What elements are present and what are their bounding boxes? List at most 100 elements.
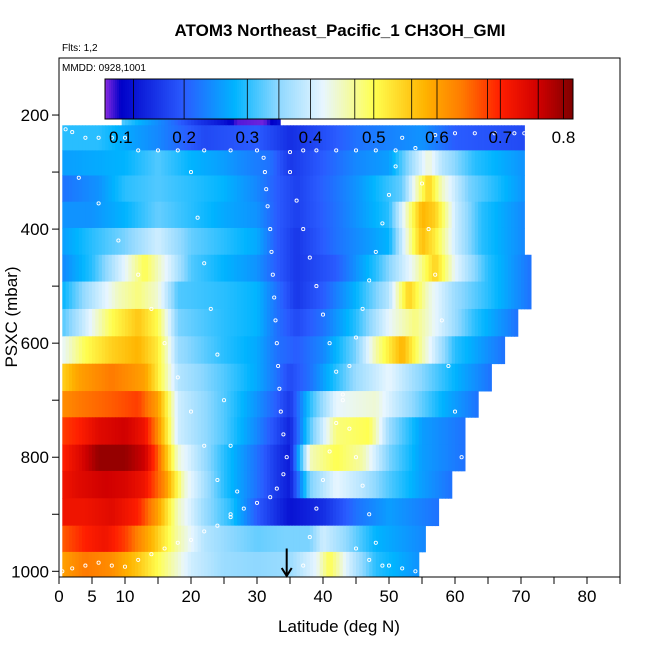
heatmap-cell	[62, 201, 67, 229]
heatmap-cell	[382, 470, 387, 499]
heatmap-cell	[349, 391, 354, 418]
heatmap-cell	[461, 336, 466, 365]
track-point	[122, 135, 128, 140]
heatmap-cell	[62, 125, 67, 151]
heatmap-cell	[237, 525, 242, 553]
colorbar-strip	[339, 79, 342, 119]
heatmap-cell	[332, 125, 337, 151]
heatmap-cell	[233, 308, 238, 337]
heatmap-cell	[306, 227, 311, 256]
heatmap-cell	[501, 227, 506, 256]
track-point	[386, 563, 392, 568]
heatmap-cell	[497, 175, 502, 203]
track-point	[314, 284, 319, 289]
heatmap-cell	[233, 551, 238, 577]
colorbar-strip	[321, 79, 324, 119]
heatmap-cell	[474, 201, 479, 229]
heatmap-cell	[382, 551, 387, 577]
heatmap-cell	[85, 150, 90, 176]
heatmap-cell	[349, 125, 354, 151]
colorbar-strip	[459, 79, 462, 119]
heatmap-cell	[445, 201, 449, 229]
heatmap-cell	[448, 470, 453, 499]
colorbar-strip	[517, 79, 520, 119]
heatmap-cell	[125, 150, 129, 176]
colorbar-strip	[525, 79, 528, 119]
heatmap-cell	[220, 525, 225, 553]
heatmap-cell	[237, 281, 242, 310]
heatmap-cell	[438, 363, 443, 392]
track-point	[314, 506, 319, 511]
heatmap-cell	[214, 417, 218, 446]
colorbar-strip	[567, 79, 570, 119]
track-point	[393, 164, 398, 169]
heatmap-cell	[204, 444, 209, 472]
heatmap-cell	[88, 336, 93, 365]
heatmap-cell	[270, 125, 275, 151]
heatmap-cell	[501, 175, 506, 203]
heatmap-cell	[257, 498, 261, 527]
heatmap-cell	[326, 336, 331, 365]
heatmap-cell	[111, 227, 116, 256]
heatmap-cell	[290, 336, 294, 365]
heatmap-cell	[227, 444, 232, 472]
heatmap-cell	[408, 254, 413, 282]
heatmap-cell	[293, 201, 298, 229]
heatmap-cell	[68, 444, 73, 472]
heatmap-cell	[210, 227, 215, 256]
heatmap-cell	[194, 201, 199, 229]
heatmap-cell	[108, 254, 113, 282]
heatmap-cell	[270, 227, 275, 256]
heatmap-cell	[461, 227, 466, 256]
heatmap-cell	[511, 125, 515, 151]
track-point	[340, 392, 345, 397]
heatmap-cell	[458, 363, 463, 392]
heatmap-cell	[415, 417, 420, 446]
heatmap-cell	[253, 498, 258, 527]
heatmap-cell	[148, 498, 152, 527]
heatmap-cell	[200, 308, 205, 337]
heatmap-cell	[82, 175, 86, 203]
colorbar-strip	[247, 79, 250, 119]
heatmap-cell	[154, 498, 159, 527]
heatmap-cell	[233, 281, 238, 310]
heatmap-cell	[392, 201, 397, 229]
heatmap-cell	[115, 336, 119, 365]
heatmap-cell	[194, 175, 199, 203]
track-point	[109, 563, 114, 568]
track-point	[347, 363, 352, 369]
heatmap-cell	[131, 417, 136, 446]
heatmap-cell	[95, 201, 100, 229]
heatmap-cell	[214, 150, 218, 176]
track-point	[307, 255, 312, 260]
heatmap-cell	[517, 281, 522, 310]
heatmap-cell	[134, 417, 139, 446]
track-point	[472, 131, 477, 136]
heatmap-cell	[217, 444, 222, 472]
heatmap-cell	[174, 525, 179, 553]
heatmap-cell	[428, 391, 433, 418]
heatmap-cell	[184, 470, 189, 499]
heatmap-cell	[491, 336, 496, 365]
heatmap-cell	[253, 470, 258, 499]
heatmap-cell	[514, 125, 519, 151]
heatmap-cell	[402, 201, 407, 229]
heatmap-cell	[392, 498, 397, 527]
pressure-band	[62, 227, 525, 256]
heatmap-cell	[448, 227, 453, 256]
heatmap-cell	[356, 363, 360, 392]
colorbar-strip	[477, 79, 480, 119]
heatmap-cell	[332, 150, 337, 176]
heatmap-cell	[326, 227, 331, 256]
heatmap-cell	[422, 391, 426, 418]
heatmap-cell	[174, 470, 179, 499]
heatmap-cell	[276, 444, 281, 472]
heatmap-cell	[204, 498, 209, 527]
heatmap-cell	[191, 363, 195, 392]
heatmap-cell	[118, 444, 123, 472]
heatmap-cell	[151, 336, 156, 365]
heatmap-cell	[82, 391, 86, 418]
heatmap-cell	[405, 363, 410, 392]
heatmap-cell	[448, 336, 453, 365]
heatmap-cell	[131, 551, 136, 577]
